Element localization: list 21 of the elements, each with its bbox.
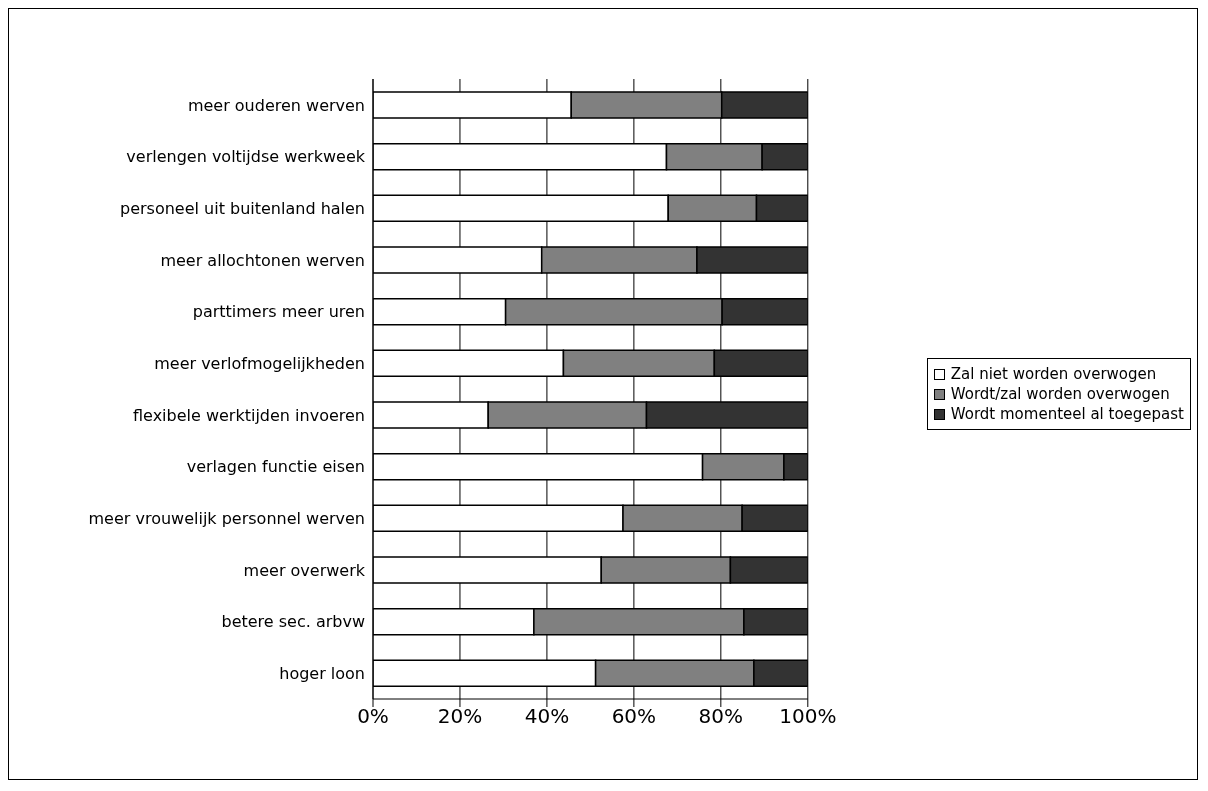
y-tick-label: meer overwerk: [243, 560, 366, 580]
legend-label: Wordt momenteel al toegepast: [950, 405, 1184, 423]
y-tick-label: verlagen functie eisen: [186, 457, 365, 477]
x-tick-label: 20%: [437, 704, 483, 729]
y-tick-label: parttimers meer uren: [192, 302, 365, 322]
y-tick-label: meer allochtonen werven: [160, 250, 365, 270]
y-tick-label: meer ouderen werven: [187, 95, 365, 115]
x-tick-label: 100%: [779, 704, 837, 729]
x-tick-label: 60%: [611, 704, 657, 729]
legend-label: Zal niet worden overwogen: [950, 365, 1157, 383]
y-tick-label: personeel uit buitenland halen: [119, 198, 365, 218]
x-tick-label: 40%: [524, 704, 570, 729]
y-tick-label: verlengen voltijdse werkweek: [126, 147, 366, 167]
y-tick-label: meer verlofmogelijkheden: [154, 353, 365, 373]
y-tick-label: flexibele werktijden invoeren: [133, 405, 365, 425]
legend-label: Wordt/zal worden overwogen: [950, 385, 1170, 403]
x-tick-label: 0%: [357, 704, 389, 729]
y-tick-label: hoger loon: [279, 663, 365, 683]
x-tick-label: 80%: [698, 704, 744, 729]
y-tick-label: meer vrouwelijk personnel werven: [88, 508, 365, 528]
y-tick-label: betere sec. arbvw: [221, 612, 365, 632]
